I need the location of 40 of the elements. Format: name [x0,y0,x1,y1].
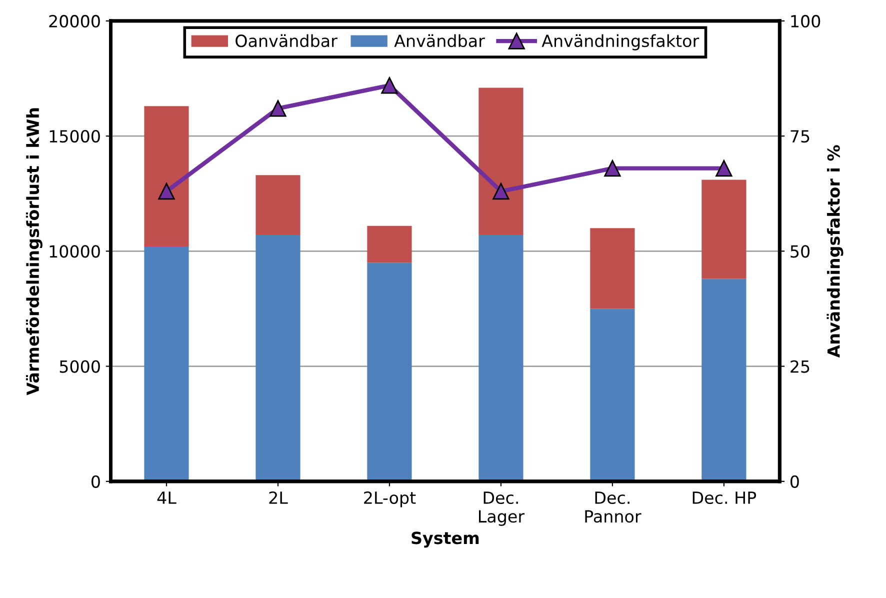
x-tick-label: Dec. HP [692,492,756,504]
bar [590,228,635,309]
y2-tick-label: 50 [790,245,810,258]
y-tick-label: 0 [92,475,100,488]
legend-label: Användningsfaktor [542,34,700,50]
bar [367,262,412,482]
y-tick-label: 5000 [60,360,100,373]
bar [256,175,300,236]
point [158,182,175,200]
point [381,77,398,94]
bar [702,180,746,279]
x-tick-label: 2L [269,491,288,504]
legend-label: Oanvändbar [236,34,338,48]
bar [144,246,189,482]
y2-axis-title: Användningsfaktor i % [826,145,844,358]
x-tick-label: Dec. Lager [479,492,525,526]
point [604,160,621,177]
legend-label: Användbar [394,34,485,48]
y-tick-label: 20000 [49,14,100,28]
bar [256,235,300,482]
y2-tick-label: 25 [790,360,810,373]
bar [478,235,524,482]
point [492,182,510,200]
bar [478,88,524,236]
y2-tick-label: 0 [790,475,799,488]
bar [702,278,746,482]
y2-tick-label: 100 [791,14,820,28]
y-tick-label: 15000 [50,130,100,143]
x-tick-label: Dec. Pannor [585,492,642,523]
x-tick-label: 2L-opt [364,491,416,508]
x-tick-label: 4L [157,492,176,504]
point [270,100,286,117]
y-axis-title: Värmefördelningsförlust i kWh [26,108,42,396]
y2-tick-label: 75 [790,130,810,143]
y-tick-label: 10000 [50,245,100,258]
x-axis-title: System [412,532,479,548]
bar [590,308,635,482]
bar [144,106,189,247]
point [716,160,732,177]
bar [367,226,412,263]
